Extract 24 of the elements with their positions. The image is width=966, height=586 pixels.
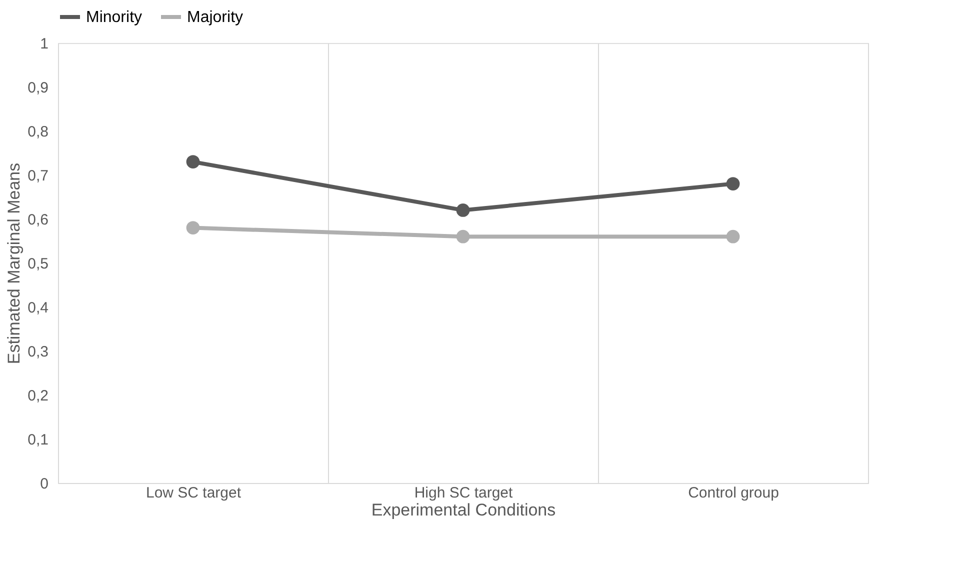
point xyxy=(726,177,740,190)
y-tick-label: 0,8 xyxy=(28,124,48,140)
x-axis-title: Experimental Conditions xyxy=(371,500,556,520)
y-tick-label: 0,9 xyxy=(28,80,48,96)
legend-label: Minority xyxy=(86,9,142,26)
x-tick-label: Control group xyxy=(688,484,779,502)
y-tick-label: 1 xyxy=(40,36,48,52)
y-tick-label: 0,5 xyxy=(28,256,48,272)
y-tick-label: 0,3 xyxy=(28,344,48,360)
point xyxy=(456,204,470,217)
y-tick-label: 0,1 xyxy=(28,432,48,448)
x-tick-label: Low SC target xyxy=(146,484,242,502)
legend-label: Majority xyxy=(187,9,244,26)
y-axis-title: Estimated Marginal Means xyxy=(4,162,24,364)
y-tick-label: 0,7 xyxy=(28,168,48,184)
y-tick-label: 0,6 xyxy=(28,212,48,228)
y-tick-label: 0,2 xyxy=(28,388,48,404)
point xyxy=(726,230,740,244)
point xyxy=(186,155,200,168)
point xyxy=(186,221,200,234)
x-tick-label: High SC target xyxy=(414,484,514,502)
y-tick-label: 0,4 xyxy=(28,300,48,316)
y-tick-label: 0 xyxy=(40,476,48,492)
point xyxy=(456,230,470,244)
